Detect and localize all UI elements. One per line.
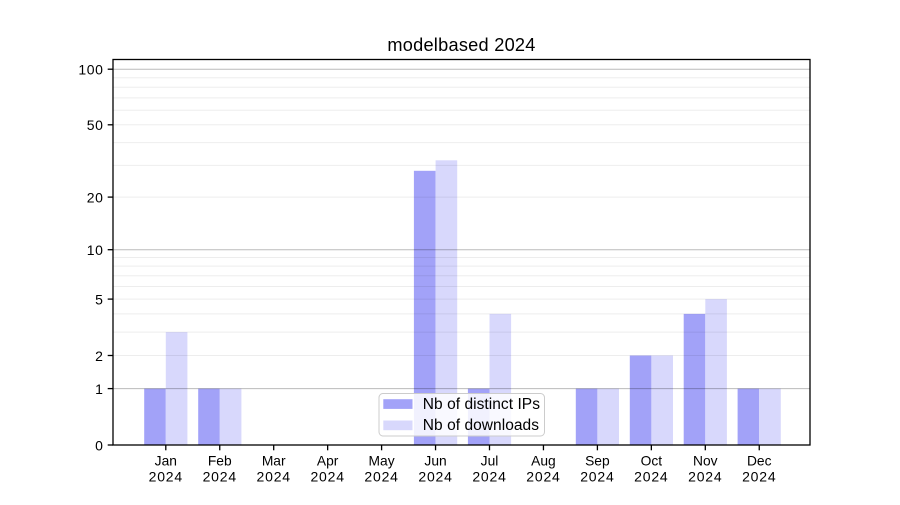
svg-text:Jul: Jul (481, 454, 499, 469)
svg-text:Oct: Oct (641, 454, 663, 469)
svg-text:2024: 2024 (634, 469, 668, 485)
svg-text:0: 0 (95, 437, 103, 453)
svg-text:Feb: Feb (208, 454, 232, 469)
svg-text:2024: 2024 (149, 469, 183, 485)
svg-text:2024: 2024 (310, 469, 344, 485)
svg-text:Nb of distinct IPs: Nb of distinct IPs (423, 396, 540, 413)
svg-text:Jan: Jan (155, 454, 177, 469)
svg-text:2: 2 (95, 348, 103, 364)
svg-text:2024: 2024 (580, 469, 614, 485)
svg-text:May: May (369, 454, 395, 469)
svg-text:20: 20 (87, 190, 104, 206)
svg-text:Mar: Mar (262, 454, 286, 469)
svg-text:Aug: Aug (531, 454, 556, 469)
svg-text:Jun: Jun (424, 454, 446, 469)
svg-text:2024: 2024 (257, 469, 291, 485)
svg-text:2024: 2024 (364, 469, 398, 485)
svg-text:Nov: Nov (693, 454, 718, 469)
svg-text:100: 100 (78, 62, 103, 78)
svg-text:5: 5 (95, 292, 103, 308)
svg-text:2024: 2024 (418, 469, 452, 485)
svg-text:2024: 2024 (203, 469, 237, 485)
svg-text:1: 1 (95, 381, 103, 397)
svg-text:2024: 2024 (688, 469, 722, 485)
svg-text:10: 10 (87, 242, 104, 258)
svg-text:50: 50 (87, 117, 104, 133)
svg-text:Nb of downloads: Nb of downloads (423, 417, 539, 434)
svg-text:2024: 2024 (472, 469, 506, 485)
svg-text:2024: 2024 (526, 469, 560, 485)
svg-text:modelbased 2024: modelbased 2024 (387, 35, 535, 55)
svg-text:Apr: Apr (317, 454, 339, 469)
svg-text:Dec: Dec (747, 454, 772, 469)
svg-text:Sep: Sep (585, 454, 610, 469)
svg-text:2024: 2024 (742, 469, 776, 485)
